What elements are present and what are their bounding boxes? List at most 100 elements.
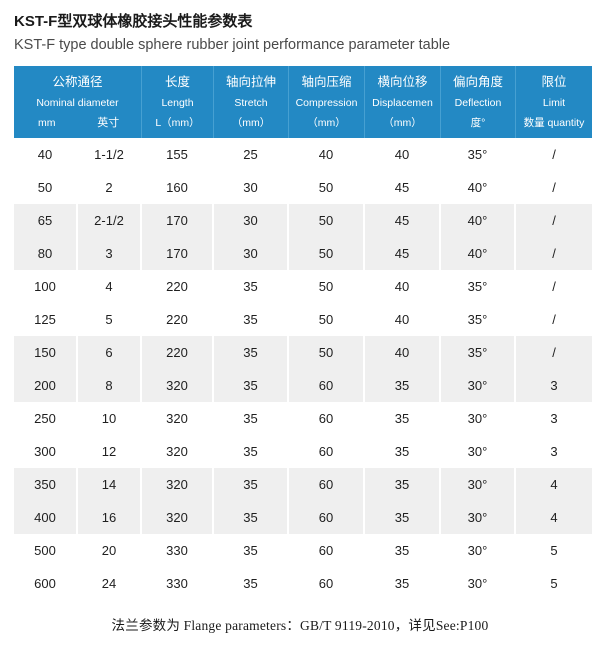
table-row: 200 8 320 35 60 35 30° 3: [14, 369, 592, 402]
column-header-cn: 轴向拉伸: [225, 75, 276, 89]
table-cell: 50: [289, 303, 365, 336]
table-cell: 320: [142, 468, 214, 501]
table-row: 250 10 320 35 60 35 30° 3: [14, 402, 592, 435]
table-cell: 60: [289, 468, 365, 501]
table-row: 500 20 330 35 60 35 30° 5: [14, 534, 592, 567]
column-header-compression: 轴向压缩 Compression （mm）: [289, 66, 365, 138]
table-cell: 35: [214, 435, 289, 468]
column-header-cn: 偏向角度: [452, 75, 503, 89]
column-header-cn: 长度: [164, 75, 190, 89]
table-cell: 320: [142, 501, 214, 534]
table-row: 50 2 160 30 50 45 40° /: [14, 171, 592, 204]
table-cell: 400: [14, 501, 78, 534]
table-cell: 2: [78, 171, 142, 204]
column-header-nominal-diameter: 公称通径 Nominal diameter mm 英寸: [14, 66, 142, 138]
unit-inch: 英寸: [97, 117, 120, 129]
table-cell: 35: [214, 336, 289, 369]
table-cell: 50: [289, 237, 365, 270]
footnote: 法兰参数为 Flange parameters：GB/T 9119-2010，详…: [111, 618, 489, 633]
page-title-cn: KST-F型双球体橡胶接头性能参数表: [14, 13, 253, 30]
table-cell: 220: [142, 336, 214, 369]
column-header-unit: L（mm）: [155, 117, 200, 129]
table-row: 150 6 220 35 50 40 35° /: [14, 336, 592, 369]
column-header-en: Length: [161, 97, 194, 109]
table-cell: 320: [142, 369, 214, 402]
table-cell: 8: [78, 369, 142, 402]
table-cell: 35: [365, 468, 441, 501]
table-cell: 35: [214, 303, 289, 336]
table-cell: 40: [365, 270, 441, 303]
table-cell: 35: [214, 501, 289, 534]
table-cell: 35: [214, 270, 289, 303]
table-cell: /: [516, 303, 592, 336]
table-cell: 30: [214, 204, 289, 237]
table-cell: 25: [214, 138, 289, 171]
table-cell: 50: [14, 171, 78, 204]
column-header-en: Stretch: [234, 97, 268, 109]
table-row: 100 4 220 35 50 40 35° /: [14, 270, 592, 303]
table-cell: 16: [78, 501, 142, 534]
table-header: 公称通径 Nominal diameter mm 英寸 长度 Length L（…: [14, 66, 592, 138]
table-cell: 30°: [441, 501, 516, 534]
table-row: 80 3 170 30 50 45 40° /: [14, 237, 592, 270]
column-header-unit: （mm）: [231, 117, 271, 129]
table-cell: 4: [516, 501, 592, 534]
table-cell: 50: [289, 204, 365, 237]
table-cell: 35: [214, 369, 289, 402]
table-cell: 200: [14, 369, 78, 402]
table-cell: 30: [214, 237, 289, 270]
table-cell: /: [516, 138, 592, 171]
table-cell: 60: [289, 567, 365, 600]
column-header-stretch: 轴向拉伸 Stretch （mm）: [214, 66, 289, 138]
table-cell: 45: [365, 171, 441, 204]
table-cell: 45: [365, 204, 441, 237]
table-cell: 50: [289, 336, 365, 369]
column-header-limit: 限位 Limit 数量 quantity: [516, 66, 592, 138]
table-cell: 35°: [441, 303, 516, 336]
column-header-cn: 轴向压缩: [301, 75, 352, 89]
table-cell: 65: [14, 204, 78, 237]
table-cell: 40: [365, 303, 441, 336]
table-cell: 20: [78, 534, 142, 567]
table-cell: 30°: [441, 435, 516, 468]
table-cell: 3: [78, 237, 142, 270]
table-cell: 14: [78, 468, 142, 501]
table-cell: 30: [214, 171, 289, 204]
column-header-cn: 公称通径: [52, 75, 103, 89]
table-cell: 300: [14, 435, 78, 468]
table-row: 300 12 320 35 60 35 30° 3: [14, 435, 592, 468]
column-header-deflection: 偏向角度 Deflection 度°: [441, 66, 516, 138]
table-cell: 3: [516, 402, 592, 435]
table-cell: 35: [214, 402, 289, 435]
column-header-en: Nominal diameter: [36, 97, 119, 109]
table-cell: 35°: [441, 270, 516, 303]
table-cell: 5: [516, 567, 592, 600]
table-cell: 320: [142, 435, 214, 468]
table-cell: 40°: [441, 237, 516, 270]
table-cell: 35: [214, 534, 289, 567]
table-cell: 12: [78, 435, 142, 468]
table-cell: 4: [516, 468, 592, 501]
table-cell: 24: [78, 567, 142, 600]
table-cell: 6: [78, 336, 142, 369]
table-cell: 3: [516, 435, 592, 468]
table-cell: 40: [365, 138, 441, 171]
table-cell: 170: [142, 204, 214, 237]
table-body: 40 1-1/2 155 25 40 40 35°/50 2 160 30 50 45 40°/65 2-…: [14, 138, 592, 600]
title-block: KST-F型双球体橡胶接头性能参数表 KST-F type double sph…: [14, 0, 586, 55]
table-cell: 40°: [441, 204, 516, 237]
table-cell: 30°: [441, 468, 516, 501]
table-cell: 155: [142, 138, 214, 171]
column-header-units: mm 英寸: [16, 113, 139, 133]
table-cell: 220: [142, 303, 214, 336]
table-cell: 150: [14, 336, 78, 369]
column-header-displacement: 横向位移 Displacemen （mm）: [365, 66, 441, 138]
table-cell: 35: [365, 402, 441, 435]
column-header-cn: 横向位移: [377, 75, 428, 89]
table-cell: 50: [289, 171, 365, 204]
table-cell: 100: [14, 270, 78, 303]
table-cell: 160: [142, 171, 214, 204]
table-cell: 330: [142, 567, 214, 600]
column-header-en: Deflection: [454, 97, 502, 109]
page-title-en: KST-F type double sphere rubber joint pe…: [14, 37, 451, 53]
